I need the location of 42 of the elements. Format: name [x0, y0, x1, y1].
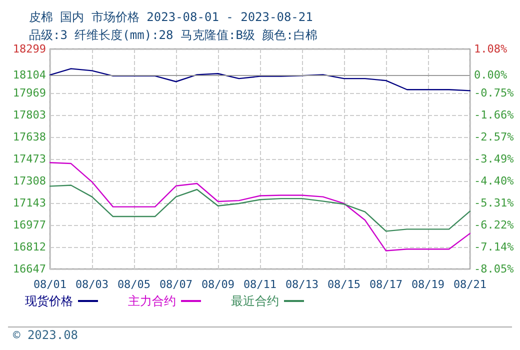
- y-tick-label: 18104: [12, 68, 46, 82]
- y2-tick-label: -7.14%: [474, 240, 514, 254]
- line-series: [49, 162, 471, 252]
- y2-tick-label: -4.40%: [474, 174, 514, 188]
- line-series: [49, 68, 471, 92]
- y-tick-label: 16977: [12, 218, 46, 232]
- x-tick-label: 08/09: [201, 278, 235, 291]
- y-tick-label: 17969: [12, 86, 46, 100]
- x-tick-label: 08/05: [117, 278, 151, 291]
- y-tick-label: 17143: [12, 196, 46, 210]
- y2-tick-label: -6.22%: [474, 218, 514, 232]
- y-tick-label: 18299: [12, 42, 46, 56]
- legend-label: 最近合约: [231, 294, 279, 308]
- y2-tick-label: -8.05%: [474, 262, 514, 276]
- x-tick-label: 08/01: [33, 278, 67, 291]
- y2-tick-label: -0.75%: [474, 86, 514, 100]
- y-tick-label: 16812: [12, 240, 46, 254]
- x-tick-label: 08/11: [243, 278, 277, 291]
- x-tick-label: 08/17: [369, 278, 403, 291]
- x-tick-label: 08/21: [453, 278, 487, 291]
- y2-tick-label: 1.08%: [474, 42, 508, 56]
- line-series: [49, 184, 471, 232]
- y-tick-label: 16647: [12, 262, 46, 276]
- y-tick-label: 17473: [12, 152, 46, 166]
- x-tick-label: 08/13: [285, 278, 319, 291]
- y2-tick-label: 0.00%: [474, 68, 508, 82]
- chart-title: 皮棉 国内 市场价格 2023-08-01 - 2023-08-21: [29, 10, 313, 24]
- x-tick-label: 08/03: [75, 278, 109, 291]
- chart-subtitle: 品级:3 纤维长度(mm):28 马克隆值:B级 颜色:白棉: [29, 28, 318, 42]
- y2-tick-label: -2.57%: [474, 130, 514, 144]
- y2-tick-label: -5.31%: [474, 196, 514, 210]
- y2-tick-label: -1.66%: [474, 108, 514, 122]
- x-tick-label: 08/15: [327, 278, 361, 291]
- y-tick-label: 17638: [12, 130, 46, 144]
- y2-tick-label: -3.49%: [474, 152, 514, 166]
- legend-label: 主力合约: [128, 294, 176, 308]
- legend-label: 现货价格: [25, 294, 73, 308]
- x-tick-label: 08/19: [411, 278, 445, 291]
- y-tick-label: 17308: [12, 174, 46, 188]
- y-tick-label: 17803: [12, 108, 46, 122]
- text: © 2023.08: [13, 328, 78, 342]
- x-tick-label: 08/07: [159, 278, 193, 291]
